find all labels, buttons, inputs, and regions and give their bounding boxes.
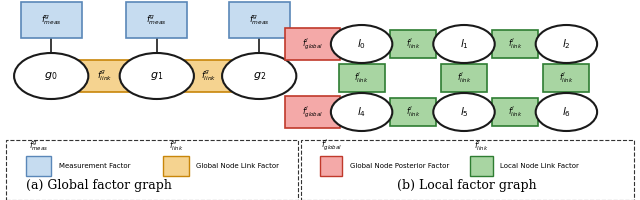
FancyBboxPatch shape <box>390 98 436 126</box>
Text: $l_1$: $l_1$ <box>460 37 468 51</box>
FancyBboxPatch shape <box>285 28 339 60</box>
Text: $f^g_{meas}$: $f^g_{meas}$ <box>147 13 167 27</box>
Ellipse shape <box>536 25 597 63</box>
FancyBboxPatch shape <box>285 96 339 128</box>
FancyBboxPatch shape <box>441 64 487 92</box>
Text: $g_2$: $g_2$ <box>253 70 266 82</box>
Text: Global Node Link Factor: Global Node Link Factor <box>196 163 280 169</box>
Ellipse shape <box>433 25 495 63</box>
FancyBboxPatch shape <box>26 156 51 176</box>
Ellipse shape <box>14 53 88 99</box>
Text: $f^l_{link}$: $f^l_{link}$ <box>508 37 522 51</box>
Text: $f^l_{link}$: $f^l_{link}$ <box>406 105 420 119</box>
Ellipse shape <box>331 93 392 131</box>
FancyBboxPatch shape <box>470 156 493 176</box>
Text: $f^l_{link}$: $f^l_{link}$ <box>508 105 522 119</box>
Text: $l_6$: $l_6$ <box>562 105 571 119</box>
FancyBboxPatch shape <box>6 140 298 200</box>
FancyBboxPatch shape <box>492 98 538 126</box>
FancyBboxPatch shape <box>543 64 589 92</box>
FancyBboxPatch shape <box>339 64 385 92</box>
Text: $f^g_{link}$: $f^g_{link}$ <box>97 69 112 83</box>
Text: $l_5$: $l_5$ <box>460 105 468 119</box>
Text: $f^l_{global}$: $f^l_{global}$ <box>302 36 323 52</box>
Text: $f^l_{link}$: $f^l_{link}$ <box>559 71 573 85</box>
Text: (a) Global factor graph: (a) Global factor graph <box>26 179 172 192</box>
FancyBboxPatch shape <box>127 2 187 38</box>
Text: $f^l_{link}$: $f^l_{link}$ <box>474 138 489 153</box>
Text: Local Node Link Factor: Local Node Link Factor <box>500 163 579 169</box>
FancyBboxPatch shape <box>163 156 189 176</box>
FancyBboxPatch shape <box>77 60 132 92</box>
FancyBboxPatch shape <box>320 156 342 176</box>
Text: $f^g_{meas}$: $f^g_{meas}$ <box>29 140 48 153</box>
Text: $f^l_{link}$: $f^l_{link}$ <box>355 71 369 85</box>
FancyBboxPatch shape <box>492 30 538 58</box>
Text: $f^g_{link}$: $f^g_{link}$ <box>201 69 216 83</box>
Text: $g_0$: $g_0$ <box>45 70 58 82</box>
Text: $g_1$: $g_1$ <box>150 70 163 82</box>
Text: $f^l_{global}$: $f^l_{global}$ <box>321 138 342 153</box>
Text: Global Node Posterior Factor: Global Node Posterior Factor <box>350 163 449 169</box>
FancyBboxPatch shape <box>182 60 236 92</box>
Ellipse shape <box>536 93 597 131</box>
Ellipse shape <box>120 53 194 99</box>
FancyBboxPatch shape <box>390 30 436 58</box>
Text: $f^l_{global}$: $f^l_{global}$ <box>302 104 323 120</box>
Ellipse shape <box>331 25 392 63</box>
Text: $l_2$: $l_2$ <box>562 37 571 51</box>
FancyBboxPatch shape <box>20 2 82 38</box>
Text: Measurement Factor: Measurement Factor <box>59 163 131 169</box>
Text: $l_0$: $l_0$ <box>357 37 366 51</box>
Text: (b) Local factor graph: (b) Local factor graph <box>397 179 537 192</box>
Text: $l_4$: $l_4$ <box>357 105 366 119</box>
Text: $f^g_{meas}$: $f^g_{meas}$ <box>249 13 269 27</box>
Text: $f^l_{link}$: $f^l_{link}$ <box>457 71 471 85</box>
Text: $f^g_{meas}$: $f^g_{meas}$ <box>41 13 61 27</box>
Text: $f^l_{link}$: $f^l_{link}$ <box>406 37 420 51</box>
FancyBboxPatch shape <box>301 140 634 200</box>
FancyBboxPatch shape <box>229 2 290 38</box>
Text: $f^g_{link}$: $f^g_{link}$ <box>169 138 183 153</box>
Ellipse shape <box>222 53 296 99</box>
Ellipse shape <box>433 93 495 131</box>
